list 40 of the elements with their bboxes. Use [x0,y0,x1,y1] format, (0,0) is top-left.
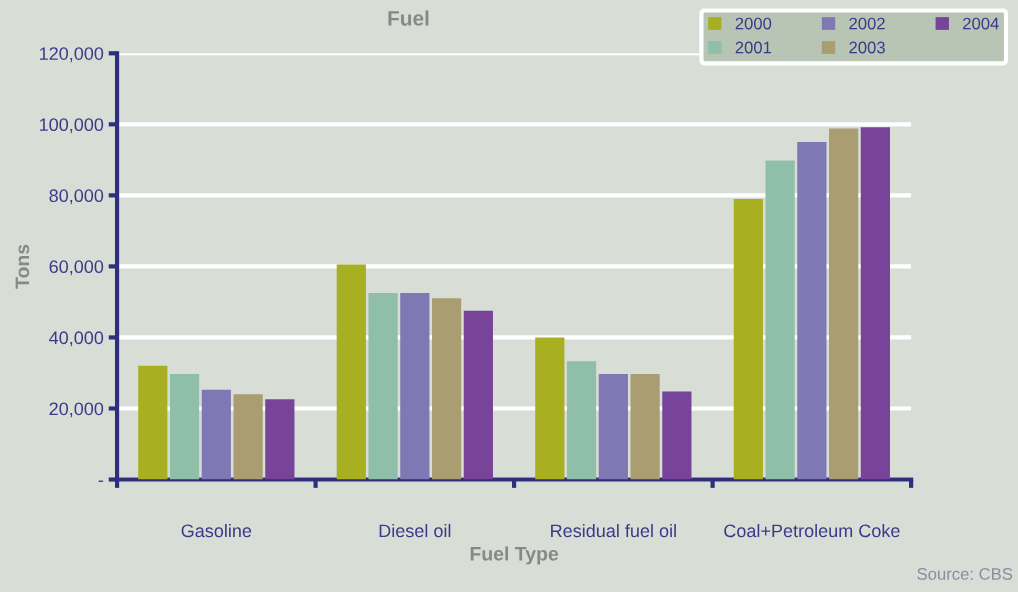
bar [463,310,493,480]
legend-label: 2001 [735,41,772,54]
y-axis-title: Tons [15,244,30,289]
bar [368,293,398,480]
x-tick-label: Diesel oil [379,523,451,538]
bar [829,128,859,480]
legend-label: 2004 [963,17,999,30]
bar [860,127,890,480]
bar [169,374,200,480]
bar [797,142,827,480]
y-tick-label: 100,000 [39,118,104,134]
y-tick-label: 20,000 [49,402,104,418]
y-tick-label: 60,000 [49,260,104,276]
bar [265,399,295,480]
x-tick-label: Coal+Petroleum Coke [724,523,900,538]
y-tick-label: - [98,480,104,482]
bar [336,264,366,480]
y-tick-label: 40,000 [49,331,104,347]
bar [400,293,430,480]
bar [765,160,795,480]
x-tick-label: Residual fuel oil [551,523,676,538]
y-tick-label: 80,000 [49,189,104,205]
bar [535,337,565,480]
bar [138,365,168,480]
bar [733,198,763,480]
bar [598,374,628,480]
legend-label: 2003 [849,41,885,54]
bar [630,374,660,480]
bar [431,298,462,480]
source-note: Source: CBS [917,568,1013,580]
legend-label: 2000 [735,17,772,30]
bar [662,391,692,480]
bar [233,394,263,480]
y-tick-label: 120,000 [39,47,104,63]
x-tick-label: Gasoline [181,523,252,538]
bar [566,361,597,480]
x-axis-title: Fuel Type [470,546,559,565]
chart-title: Fuel [388,10,429,26]
legend-label: 2002 [849,17,885,30]
bar [201,389,231,480]
